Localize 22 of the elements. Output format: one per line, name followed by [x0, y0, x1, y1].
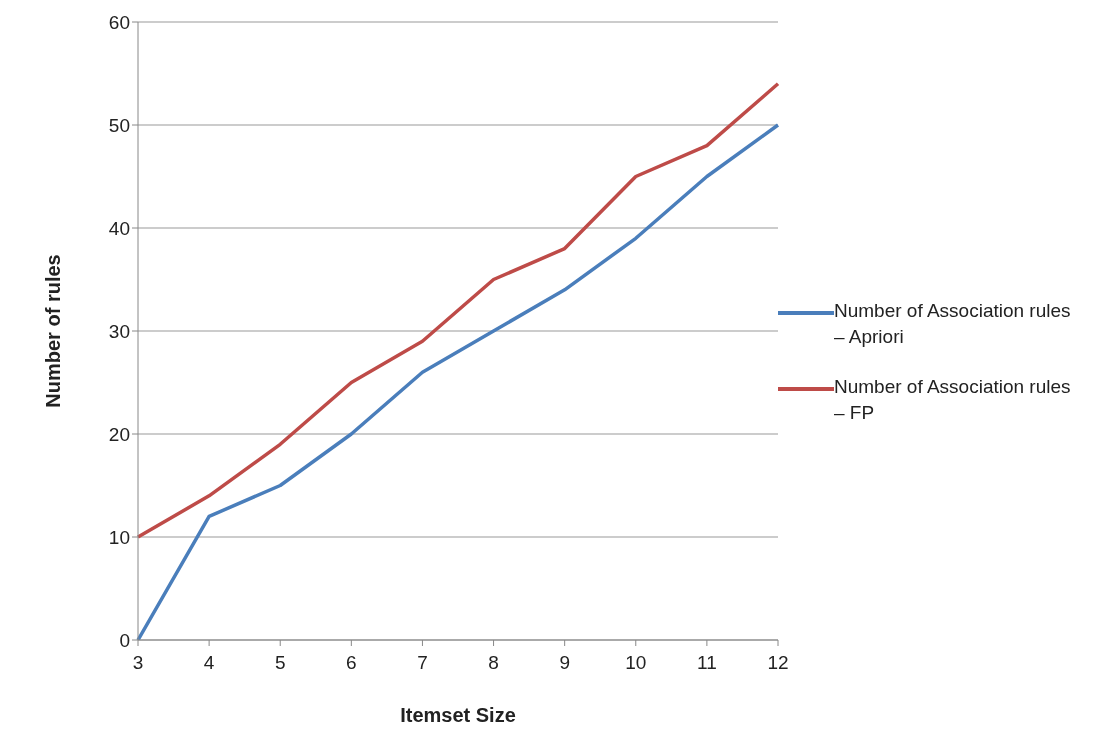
- y-tick-label: 50: [108, 114, 130, 136]
- x-tick-label: 11: [697, 652, 717, 674]
- y-tick-label: 0: [119, 629, 130, 651]
- legend-label: Number of Association rules – FP: [834, 375, 1072, 425]
- y-tick-label: 60: [108, 11, 130, 33]
- x-tick-label: 8: [488, 652, 499, 674]
- x-axis-title: Itemset Size: [400, 704, 516, 726]
- y-tick-label: 30: [108, 320, 130, 342]
- x-tick-label: 4: [203, 652, 215, 674]
- x-tick-label: 3: [132, 652, 144, 674]
- x-tick-label: 6: [346, 652, 357, 674]
- legend-label: Number of Association rules – Apriori: [834, 299, 1072, 349]
- line-series: [136, 82, 780, 539]
- x-tick-label: 9: [559, 652, 570, 674]
- y-tick-label: 10: [108, 526, 130, 548]
- x-tick-label: 10: [625, 652, 647, 674]
- y-tick-label: 20: [108, 423, 130, 445]
- x-tick-label: 7: [417, 652, 428, 674]
- x-tick-label: 5: [274, 652, 286, 674]
- y-tick-label: 40: [108, 217, 130, 239]
- y-axis-title: Number of rules: [42, 254, 65, 408]
- x-tick-label: 12: [767, 652, 789, 674]
